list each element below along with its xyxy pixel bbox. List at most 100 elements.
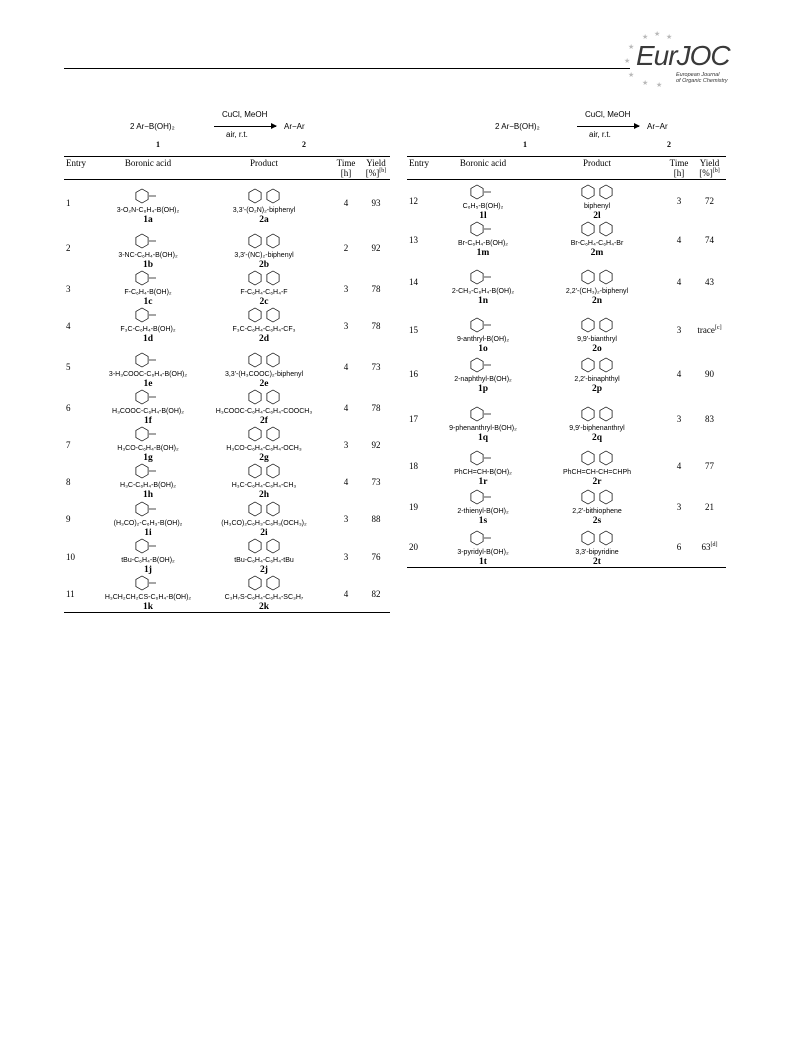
acid-formula: 2-CH₃-C₆H₄-B(OH)₂: [451, 287, 515, 295]
boronic-acid-cell: 3-O₂N-C₆H₄-B(OH)₂ 1a: [98, 180, 198, 225]
product-label: 2r: [592, 477, 602, 487]
time-cell: 3: [343, 439, 349, 450]
boronic-acid-cell: PhCH=CH-B(OH)₂ 1r: [437, 444, 529, 487]
col-yield-note: [b]: [712, 168, 720, 174]
structure-icon: [135, 501, 156, 517]
product-cell: H₃COOC-C₆H₄-C₆H₄-COOCH₃ 2f: [198, 389, 330, 426]
logo-text: EurJOC: [636, 40, 731, 71]
yield-value: 78: [371, 402, 381, 413]
acid-label: 1p: [477, 384, 489, 394]
product-cell: 3,3'-(O₂N)₂-biphenyl 2a: [198, 180, 330, 225]
product-cell: tBu-C₆H₄-C₆H₄-tBu 2j: [198, 538, 330, 575]
yield-cell: 78: [362, 307, 390, 344]
structure-icon: [135, 352, 156, 368]
table-row: 6 H₃COOC-C₆H₄-B(OH)₂ 1f H₃COOC-C₆H₄-C₆H₄-CO…: [64, 389, 390, 426]
entry-number: 7: [66, 439, 71, 450]
product-label: 2c: [259, 297, 269, 307]
product-label: 2m: [590, 248, 604, 258]
logo-star-icon: ★: [656, 81, 663, 89]
scheme-reactant-label: 1: [523, 140, 527, 149]
yield-value: 90: [705, 369, 714, 379]
acid-label: 1t: [479, 557, 487, 567]
acid-label: 1h: [142, 490, 154, 500]
yield-value: 88: [371, 514, 381, 524]
time-cell: 4: [343, 197, 349, 208]
entry-number: 1: [66, 197, 71, 208]
col-yield-note: [b]: [379, 168, 387, 174]
entry-number: 19: [409, 501, 418, 512]
structure-icon: [470, 357, 491, 373]
table-row: 11 H₃CH₂CH₂CS-C₆H₄-B(OH)₂ 1k C₃H₇S-C₆H₄-C₆H…: [64, 575, 390, 613]
product-formula: H₃COOC-C₆H₄-C₆H₄-COOCH₃: [215, 408, 313, 415]
yield-footnote: [d]: [710, 541, 718, 548]
boronic-acid-cell: tBu-C₆H₄-B(OH)₂ 1j: [98, 538, 198, 575]
product-formula: H₃CO-C₆H₄-C₆H₄-OCH₃: [226, 445, 302, 452]
product-cell: 2,2'-binaphthyl 2p: [529, 354, 665, 394]
entry-number: 8: [66, 476, 71, 487]
yield-value: 93: [371, 197, 381, 208]
col-time-unit: [h]: [340, 168, 352, 178]
logo-subtitle: of Organic Chemistry: [676, 78, 728, 84]
yield-cell: 90: [693, 354, 726, 394]
acid-formula: F-C₆H₄-B(OH)₂: [124, 289, 172, 296]
acid-label: 1l: [479, 211, 487, 221]
col-yield-label: Yield: [699, 158, 720, 168]
structure-icon: [248, 188, 280, 204]
product-cell: 3,3'-bipyridine 2t: [529, 526, 665, 568]
structure-icon: [470, 530, 491, 546]
boronic-acid-cell: H₃COOC-C₆H₄-B(OH)₂ 1f: [98, 389, 198, 426]
acid-label: 1k: [142, 602, 154, 612]
acid-label: 1b: [142, 260, 154, 270]
table-row: 4 F₃C-C₆H₄-B(OH)₂ 1d F₃C-C₆H₄-C₆H₄-CF₃ 2d 3 78: [64, 307, 390, 344]
time-cell: 4: [676, 369, 682, 379]
boronic-acid-cell: C₆H₅-B(OH)₂ 1l: [437, 180, 529, 221]
col-boronic-acid: Boronic acid: [98, 156, 198, 180]
yield-cell: 78: [362, 389, 390, 426]
yield-cell: 63[d]: [693, 526, 726, 568]
entry-number: 17: [409, 414, 418, 424]
entry-number: 5: [66, 361, 71, 372]
acid-formula: 2-thienyl-B(OH)₂: [457, 508, 509, 515]
structure-icon: [248, 426, 280, 442]
reaction-arrow-icon: [214, 123, 277, 129]
entry-number: 15: [409, 325, 418, 335]
structure-icon: [135, 389, 156, 405]
col-time: Time [h]: [330, 156, 362, 180]
structure-icon: [135, 575, 156, 591]
acid-formula: 3-H₃COOC-C₆H₄-B(OH)₂: [108, 371, 188, 378]
product-label: 2h: [258, 490, 270, 500]
yield-value: 73: [371, 361, 381, 372]
time-cell: 2: [343, 242, 349, 253]
yield-cell: 76: [362, 538, 390, 575]
product-formula: PhCH=CH-CH=CHPh: [562, 469, 632, 476]
product-label: 2n: [591, 295, 603, 306]
product-cell: F₃C-C₆H₄-C₆H₄-CF₃ 2d: [198, 307, 330, 344]
structure-icon: [581, 317, 613, 332]
acid-formula: PhCH=CH-B(OH)₂: [454, 469, 512, 476]
entry-number: 12: [409, 195, 418, 206]
table-row: 9 (H₃CO)₂-C₆H₃-B(OH)₂ 1i (H₃CO)₂C₆H₃-C₆H₃(O…: [64, 500, 390, 538]
logo-star-icon: ★: [628, 71, 635, 79]
yield-value: 43: [705, 277, 714, 287]
product-label: 2b: [258, 260, 270, 270]
results-table: Entry Boronic acid Product Time [h] Yield…: [64, 156, 390, 613]
product-label: 2j: [260, 565, 268, 575]
product-cell: 3,3'-(NC)₂-biphenyl 2b: [198, 225, 330, 270]
structure-icon: [248, 352, 280, 368]
product-cell: Br-C₆H₄-C₆H₄-Br 2m: [529, 221, 665, 258]
yield-cell: 92: [362, 426, 390, 463]
yield-value: 73: [371, 476, 381, 487]
boronic-acid-cell: F₃C-C₆H₄-B(OH)₂ 1d: [98, 307, 198, 344]
product-formula: 2,2'-bithiophene: [572, 508, 622, 515]
product-cell: 2,2'-(CH₃)₂-biphenyl 2n: [529, 258, 665, 306]
product-formula: 9,9'-bianthryl: [577, 335, 617, 343]
product-formula: 2,2'-(CH₃)₂-biphenyl: [565, 287, 629, 295]
journal-logo: ★ ★ ★ ★ ★ ★ ★ ★ EurJOC European Journal …: [624, 31, 734, 90]
acid-formula: Br-C₆H₄-B(OH)₂: [457, 240, 508, 247]
col-yield-label: Yield: [366, 158, 386, 168]
structure-icon: [135, 188, 156, 204]
scheme-reagents-bottom: air, r.t.: [589, 130, 611, 139]
table-row: 12 C₆H₅-B(OH)₂ 1l biphenyl 2l 3 72: [407, 180, 726, 221]
boronic-acid-cell: H₃C-C₆H₄-B(OH)₂ 1h: [98, 463, 198, 500]
product-label: 2s: [592, 516, 602, 526]
